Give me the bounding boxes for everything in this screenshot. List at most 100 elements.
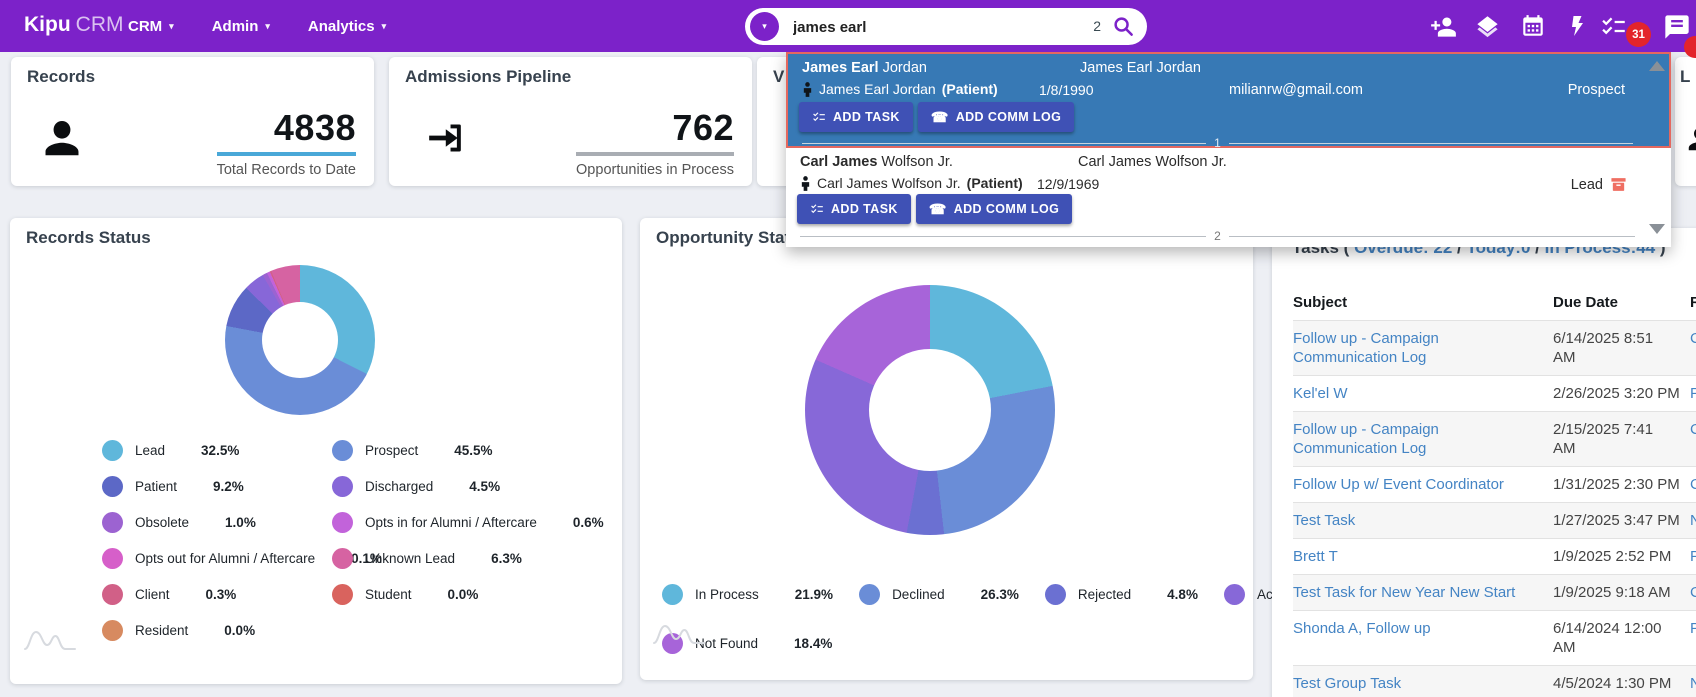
table-row[interactable]: Kel'el W 2/26/2025 3:20 PM Pa <box>1293 375 1696 412</box>
add-comm-log-label: ADD COMM LOG <box>955 110 1062 124</box>
bolt-icon[interactable] <box>1566 13 1590 44</box>
add-task-button[interactable]: ADD TASK <box>797 194 911 224</box>
menu-analytics[interactable]: Analytics ▾ <box>308 18 386 35</box>
search-result-count: 2 <box>1093 18 1101 34</box>
column-header-related[interactable]: Re <box>1690 294 1696 311</box>
search-icon[interactable] <box>1112 15 1135 43</box>
menu-admin[interactable]: Admin ▾ <box>212 18 270 35</box>
task-subject-link[interactable]: Shonda A, Follow up <box>1293 620 1431 637</box>
legend-item[interactable]: Client 0.3% <box>102 584 382 605</box>
column-header-due-date[interactable]: Due Date <box>1553 294 1619 311</box>
archive-delete-icon[interactable] <box>1610 176 1627 193</box>
task-related-link[interactable]: Ca <box>1690 330 1696 347</box>
scroll-down-arrow[interactable] <box>1649 224 1665 234</box>
legend-item[interactable]: Student 0.0% <box>332 584 604 605</box>
result-sub-qualifier: (Patient) <box>941 81 998 97</box>
task-due-date: 1/9/2025 2:52 PM <box>1553 548 1672 565</box>
checklist-icon[interactable] <box>1600 13 1627 45</box>
legend-swatch <box>859 584 881 605</box>
legend-swatch <box>332 548 353 569</box>
legend-swatch <box>332 512 353 533</box>
legend-item[interactable]: In Process 21.9% <box>662 584 833 605</box>
legend-pct: 0.0% <box>224 623 256 638</box>
result-name: Carl James Wolfson Jr. <box>800 154 953 170</box>
legend-pct: 45.5% <box>454 443 493 458</box>
task-related-link[interactable]: Pa <box>1690 548 1696 565</box>
result-name: James Earl Jordan <box>802 60 927 76</box>
task-related-link[interactable]: Ca <box>1690 584 1696 601</box>
task-due-date: 2/26/2025 3:20 PM <box>1553 385 1680 402</box>
legend-item[interactable]: Opts in for Alumni / Aftercare 0.6% <box>332 512 604 533</box>
menu-label: CRM <box>128 17 163 35</box>
legend-pct: 21.9% <box>794 587 834 602</box>
table-row[interactable]: Follow Up w/ Event Coordinator 1/31/2025 … <box>1293 466 1696 503</box>
task-related-link[interactable]: No <box>1690 675 1696 692</box>
tasks-count-badge: 31 <box>1626 22 1651 47</box>
legend-column: Prospect 45.5% Discharged 4.5% Opts in for A… <box>332 440 630 620</box>
table-row[interactable]: Test Task for New Year New Start 1/9/2025… <box>1293 574 1696 611</box>
legend-item[interactable]: Lead 32.5% <box>102 440 382 461</box>
legend-item[interactable]: Opts out for Alumni / Aftercare 0.1% <box>102 548 382 569</box>
add-task-button[interactable]: ADD TASK <box>799 102 913 132</box>
legend-item[interactable]: Discharged 4.5% <box>332 476 604 497</box>
chat-icon[interactable] <box>1663 13 1691 46</box>
task-subject-link[interactable]: Follow up - Campaign Communication Log <box>1293 421 1439 457</box>
add-comm-log-button[interactable]: ☎ ADD COMM LOG <box>915 194 1073 224</box>
search-input[interactable] <box>791 8 1045 47</box>
search-result-row[interactable]: Carl James Wolfson Jr. Carl James Wolfso… <box>786 148 1671 247</box>
result-name-rest: Wolfson Jr. <box>877 154 953 170</box>
search-scope-selector[interactable]: ▾ <box>750 12 779 41</box>
search-result-row-selected[interactable]: James Earl Jordan James Earl Jordan Jame… <box>786 52 1671 150</box>
column-header-subject[interactable]: Subject <box>1293 294 1348 311</box>
task-related-link[interactable]: Ca <box>1690 421 1696 438</box>
person-icon <box>39 115 85 166</box>
legend-item[interactable]: Declined 26.3% <box>859 584 1019 605</box>
legend-pct: 0.6% <box>572 515 604 530</box>
legend-label: In Process <box>695 587 759 602</box>
task-related-link[interactable]: Pa <box>1690 620 1696 637</box>
person-add-icon[interactable] <box>1430 13 1457 45</box>
result-sub-name: James Earl Jordan <box>819 81 936 97</box>
legend-label: Prospect <box>365 443 419 458</box>
task-related-link[interactable]: No <box>1690 512 1696 529</box>
legend-item[interactable]: Rejected 4.8% <box>1044 584 1198 605</box>
table-row[interactable]: Follow up - Campaign Communication Log 6/… <box>1293 320 1696 376</box>
layers-icon[interactable] <box>1474 14 1501 46</box>
table-row[interactable]: Brett T 1/9/2025 2:52 PM Pa <box>1293 538 1696 575</box>
task-related-link[interactable]: Pa <box>1690 385 1696 402</box>
task-related-link[interactable]: Ca <box>1690 476 1696 493</box>
phone-icon: ☎ <box>930 108 949 125</box>
calendar-icon[interactable] <box>1520 13 1546 44</box>
result-index: 2 <box>1214 229 1221 243</box>
task-due-date: 1/27/2025 3:47 PM <box>1553 512 1680 529</box>
legend-item[interactable]: Patient 9.2% <box>102 476 382 497</box>
app-logo[interactable]: Kipu CRM <box>24 13 123 37</box>
status-label: Lead <box>1570 176 1603 193</box>
add-comm-log-button[interactable]: ☎ ADD COMM LOG <box>917 102 1075 132</box>
task-subject-link[interactable]: Test Group Task <box>1293 675 1402 692</box>
task-subject-link[interactable]: Brett T <box>1293 548 1338 565</box>
task-subject-link[interactable]: Test Task <box>1293 512 1356 529</box>
legend-swatch <box>332 476 353 497</box>
records-status-donut[interactable] <box>225 265 375 415</box>
task-subject-link[interactable]: Kel'el W <box>1293 385 1348 402</box>
menu-crm[interactable]: CRM ▾ <box>128 18 174 35</box>
table-row[interactable]: Follow up - Campaign Communication Log 2/… <box>1293 411 1696 467</box>
legend-swatch <box>332 584 353 605</box>
table-row[interactable]: Test Task 1/27/2025 3:47 PM No <box>1293 502 1696 539</box>
legend-item[interactable]: Resident 0.0% <box>102 620 382 641</box>
task-subject-link[interactable]: Follow Up w/ Event Coordinator <box>1293 476 1504 493</box>
scroll-up-arrow[interactable] <box>1649 61 1665 71</box>
legend-item[interactable]: Unknown Lead 6.3% <box>332 548 604 569</box>
result-status: Lead <box>1571 176 1627 193</box>
legend-item[interactable]: Prospect 45.5% <box>332 440 604 461</box>
legend-swatch <box>102 584 123 605</box>
task-subject-link[interactable]: Follow up - Campaign Communication Log <box>1293 330 1439 366</box>
legend-swatch <box>102 512 123 533</box>
table-row[interactable]: Test Group Task 4/5/2024 1:30 PM No <box>1293 665 1696 697</box>
legend-item[interactable]: Obsolete 1.0% <box>102 512 382 533</box>
opportunity-status-donut[interactable] <box>805 285 1055 535</box>
task-subject-link[interactable]: Test Task for New Year New Start <box>1293 584 1516 601</box>
records-total-caption: Total Records to Date <box>216 162 356 178</box>
